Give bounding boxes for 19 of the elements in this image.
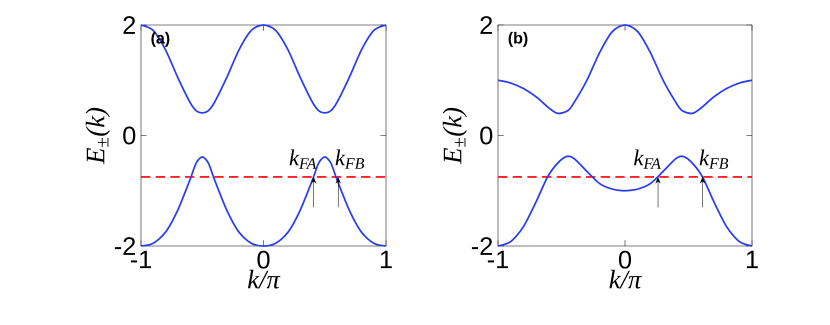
line-series [497,24,753,114]
x-axis-title: k/π [248,270,280,289]
y-tick-label: 2 [480,16,492,34]
x-tick-label: 0 [618,250,632,269]
line-series [140,24,387,114]
annotation: k$_{FB}$ [700,149,728,169]
y-tick-label: 2 [123,16,136,34]
x-axis-title: k/π [609,270,642,289]
x-tick-label: 0 [257,250,270,269]
y-axis-title: E$_{±}$(k) [86,108,110,164]
annotation: k$_{FA}$ [634,150,661,169]
x-tick-label: 1 [746,250,758,268]
y-axis-title: E$_{±}$(k) [442,108,467,164]
y-tick-label: 0 [123,126,136,144]
annotation: k$_{FA}$ [290,150,316,169]
x-tick-label: 1 [380,250,392,268]
annotation: (b) [508,32,528,47]
annotation: k$_{FB}$ [336,149,364,169]
y-tick-label: 0 [480,126,492,144]
